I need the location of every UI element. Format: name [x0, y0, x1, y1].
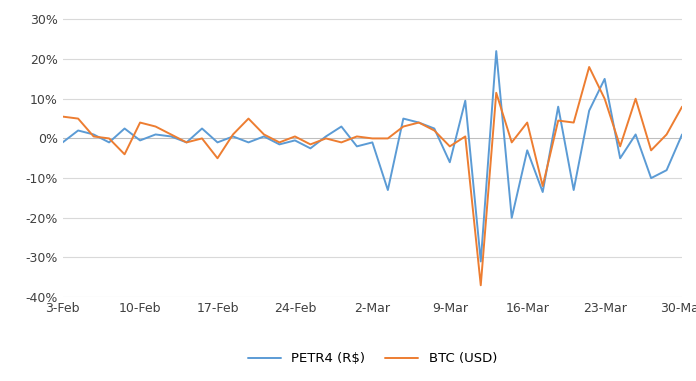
- PETR4 (R$): [368, 140, 377, 145]
- BTC (USD): [430, 128, 438, 133]
- BTC (USD): [291, 134, 299, 139]
- BTC (USD): [477, 283, 485, 288]
- BTC (USD): [383, 136, 392, 141]
- BTC (USD): [554, 118, 562, 123]
- PETR4 (R$): [415, 120, 423, 125]
- BTC (USD): [244, 116, 253, 121]
- BTC (USD): [507, 140, 516, 145]
- BTC (USD): [74, 116, 82, 121]
- PETR4 (R$): [647, 176, 656, 181]
- PETR4 (R$): [291, 138, 299, 143]
- PETR4 (R$): [492, 49, 500, 53]
- PETR4 (R$): [616, 156, 624, 160]
- PETR4 (R$): [430, 126, 438, 131]
- PETR4 (R$): [276, 142, 284, 147]
- BTC (USD): [663, 132, 671, 137]
- Line: PETR4 (R$): PETR4 (R$): [63, 51, 682, 261]
- PETR4 (R$): [105, 140, 113, 145]
- PETR4 (R$): [539, 190, 547, 194]
- BTC (USD): [152, 124, 160, 129]
- BTC (USD): [136, 120, 144, 125]
- PETR4 (R$): [383, 188, 392, 192]
- BTC (USD): [353, 134, 361, 139]
- BTC (USD): [213, 156, 221, 160]
- BTC (USD): [338, 140, 346, 145]
- PETR4 (R$): [477, 259, 485, 264]
- PETR4 (R$): [167, 134, 175, 139]
- PETR4 (R$): [585, 108, 594, 113]
- BTC (USD): [539, 184, 547, 188]
- PETR4 (R$): [400, 116, 408, 121]
- BTC (USD): [616, 144, 624, 149]
- PETR4 (R$): [338, 124, 346, 129]
- BTC (USD): [306, 142, 315, 147]
- BTC (USD): [182, 140, 191, 145]
- BTC (USD): [585, 65, 594, 69]
- BTC (USD): [678, 104, 686, 109]
- PETR4 (R$): [136, 138, 144, 143]
- PETR4 (R$): [120, 126, 129, 131]
- BTC (USD): [229, 132, 237, 137]
- BTC (USD): [167, 132, 175, 137]
- PETR4 (R$): [507, 216, 516, 220]
- PETR4 (R$): [663, 168, 671, 173]
- Legend: PETR4 (R$), BTC (USD): PETR4 (R$), BTC (USD): [242, 347, 503, 370]
- BTC (USD): [105, 136, 113, 141]
- BTC (USD): [601, 96, 609, 101]
- BTC (USD): [492, 91, 500, 95]
- BTC (USD): [569, 120, 578, 125]
- BTC (USD): [647, 148, 656, 153]
- PETR4 (R$): [461, 98, 470, 103]
- BTC (USD): [368, 136, 377, 141]
- BTC (USD): [445, 144, 454, 149]
- PETR4 (R$): [569, 188, 578, 192]
- BTC (USD): [322, 136, 330, 141]
- PETR4 (R$): [213, 140, 221, 145]
- BTC (USD): [461, 134, 470, 139]
- BTC (USD): [415, 120, 423, 125]
- PETR4 (R$): [445, 160, 454, 165]
- BTC (USD): [631, 96, 640, 101]
- BTC (USD): [89, 134, 97, 139]
- PETR4 (R$): [601, 77, 609, 81]
- PETR4 (R$): [306, 146, 315, 150]
- BTC (USD): [276, 140, 284, 145]
- PETR4 (R$): [260, 134, 268, 139]
- PETR4 (R$): [631, 132, 640, 137]
- PETR4 (R$): [322, 134, 330, 139]
- BTC (USD): [120, 152, 129, 157]
- PETR4 (R$): [523, 148, 532, 153]
- PETR4 (R$): [244, 140, 253, 145]
- PETR4 (R$): [198, 126, 206, 131]
- PETR4 (R$): [554, 104, 562, 109]
- BTC (USD): [400, 124, 408, 129]
- BTC (USD): [58, 114, 67, 119]
- PETR4 (R$): [229, 134, 237, 139]
- PETR4 (R$): [678, 132, 686, 137]
- BTC (USD): [198, 136, 206, 141]
- PETR4 (R$): [74, 128, 82, 133]
- PETR4 (R$): [89, 132, 97, 137]
- PETR4 (R$): [353, 144, 361, 149]
- Line: BTC (USD): BTC (USD): [63, 67, 682, 285]
- PETR4 (R$): [58, 140, 67, 145]
- BTC (USD): [260, 132, 268, 137]
- PETR4 (R$): [182, 140, 191, 145]
- BTC (USD): [523, 120, 532, 125]
- PETR4 (R$): [152, 132, 160, 137]
